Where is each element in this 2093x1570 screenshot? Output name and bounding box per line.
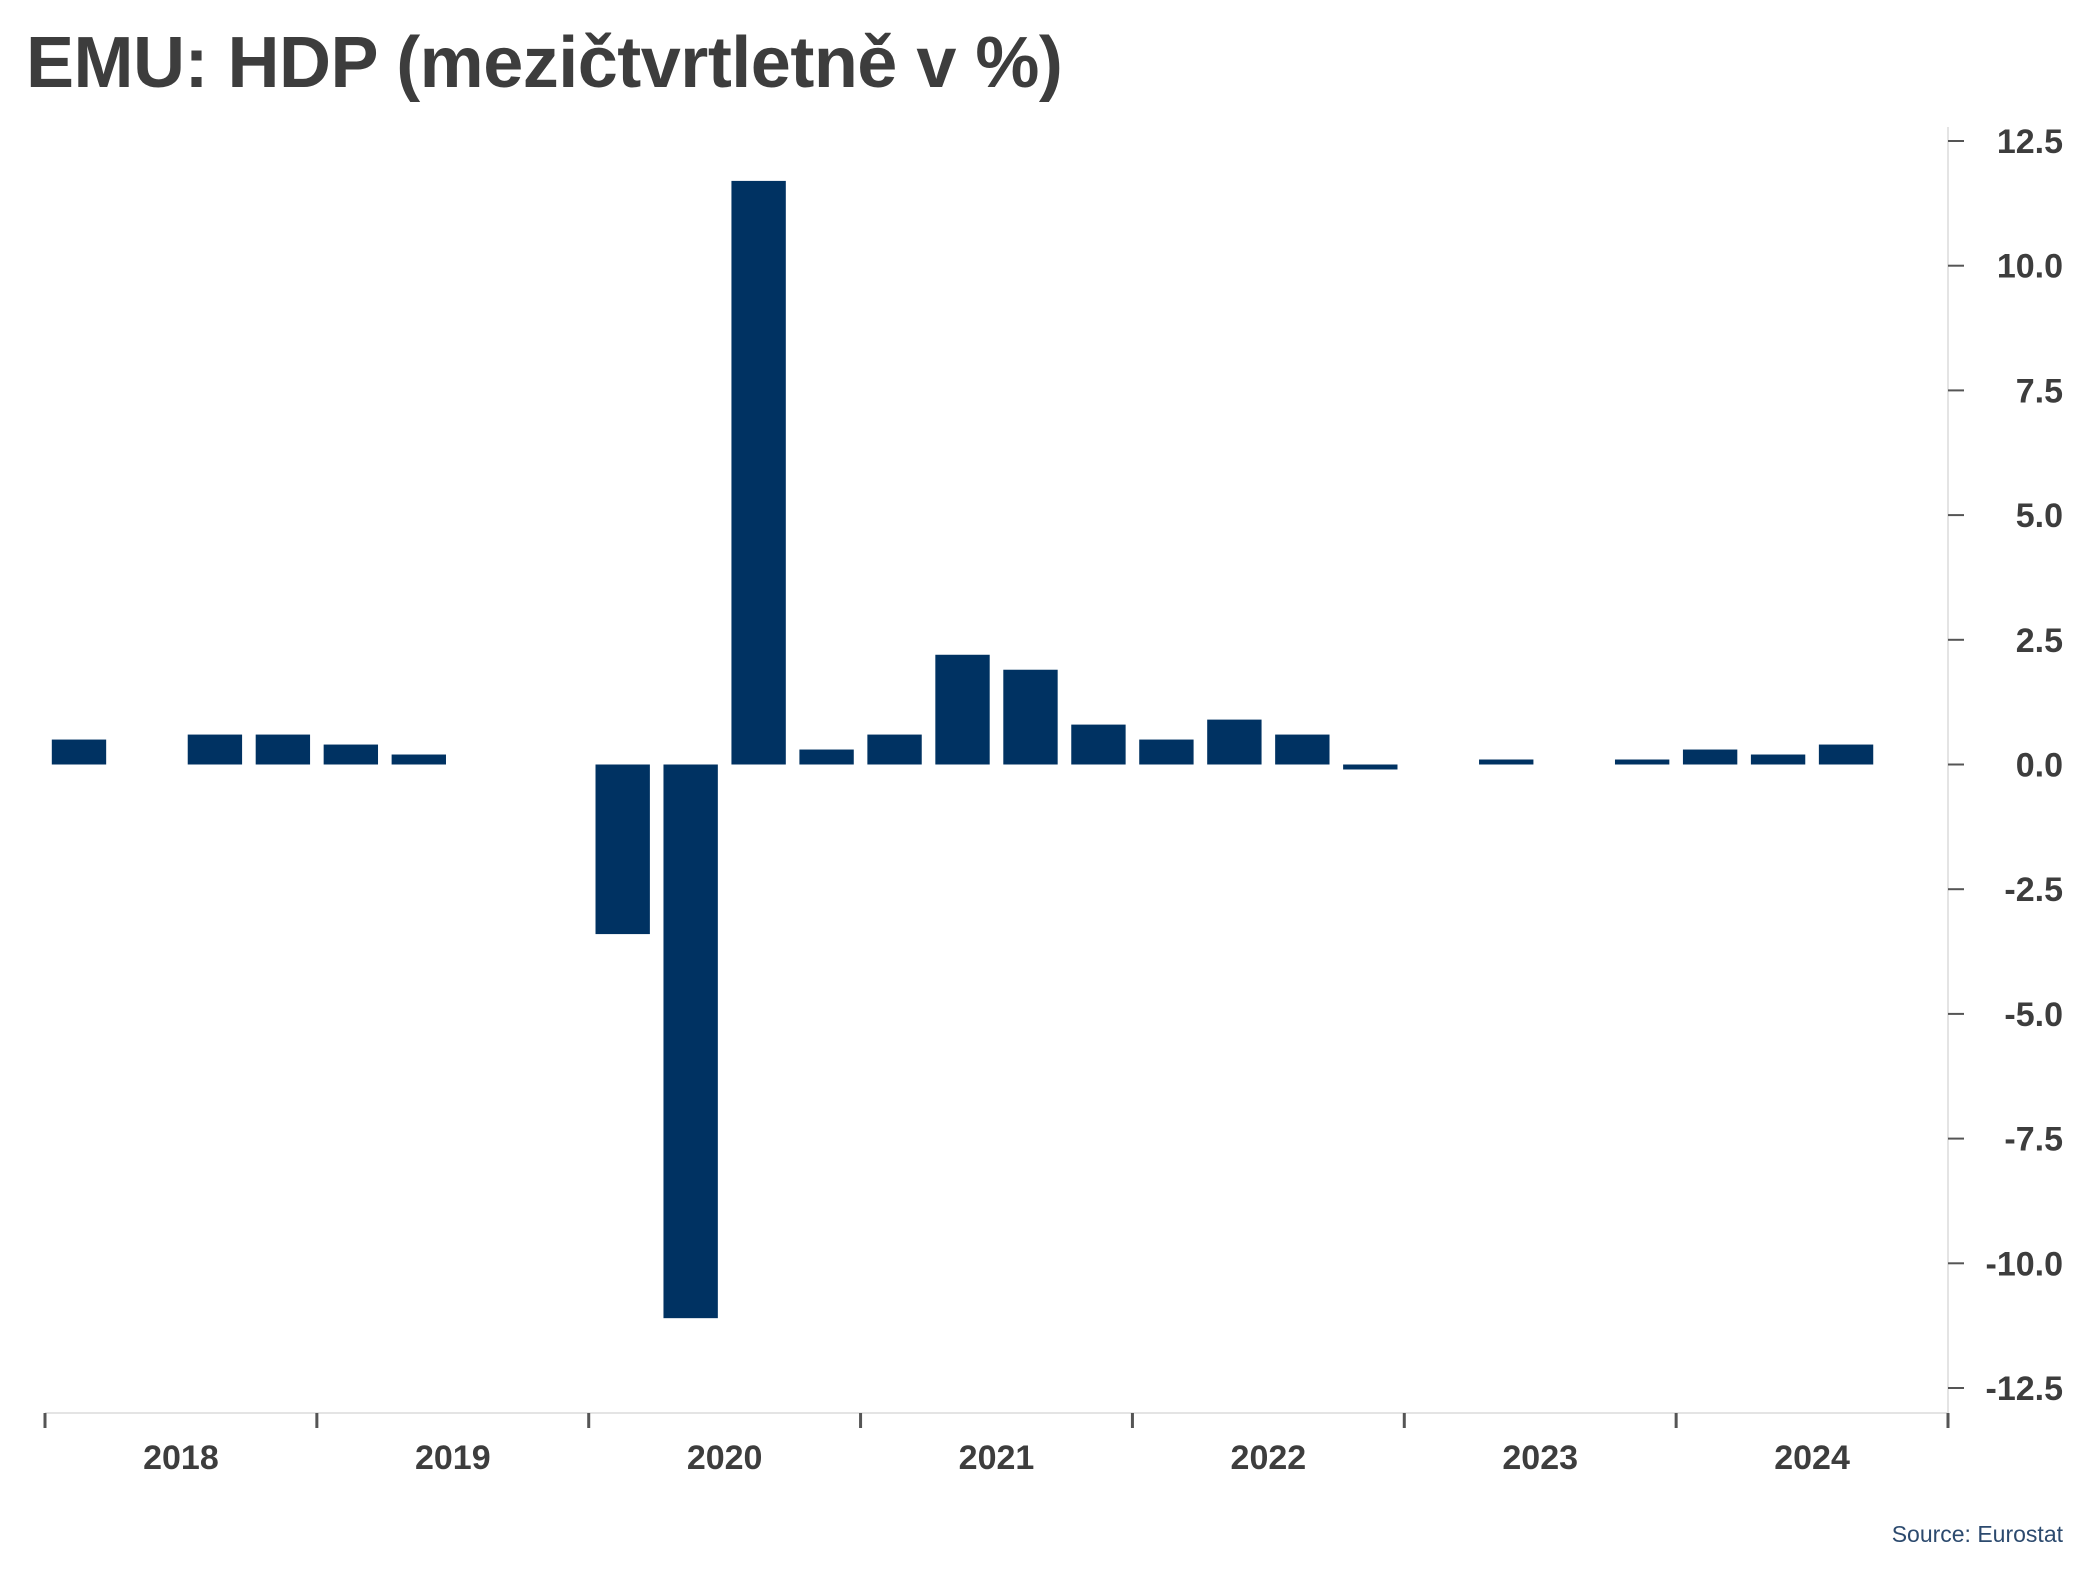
bar-2022-q1: [1139, 739, 1194, 765]
y-tick-label: 5.0: [2016, 497, 2063, 535]
x-tick-label-2020: 2020: [687, 1439, 763, 1477]
x-axis: 2018 2019 2020 2021 2022 2023 2024: [43, 1412, 1950, 1477]
bar-2019-q1: [323, 744, 379, 765]
x-tick-label-2024: 2024: [1774, 1439, 1850, 1477]
bar-2024-q1: [1682, 749, 1738, 765]
bar-2020-q1: [595, 764, 650, 935]
x-tick-label-2021: 2021: [959, 1439, 1035, 1477]
bar-2022-q3: [1275, 734, 1330, 765]
bar-2023-q2: [1479, 759, 1534, 765]
bar-2022-q2: [1207, 719, 1262, 765]
y-axis: 12.5 10.0 7.5 5.0 2.5 0.0 -2.5 -5.0 -7.5 -10.0 -12…: [1947, 123, 2064, 1413]
bar-2023-q4: [1614, 759, 1670, 765]
bar-2024-q3: [1818, 744, 1874, 765]
x-tick-label-2023: 2023: [1502, 1439, 1578, 1477]
y-tick-label: 0.0: [2016, 747, 2063, 785]
x-tick-label-2019: 2019: [415, 1439, 491, 1477]
bar-2018-q1: [51, 739, 107, 765]
y-tick-label: -2.5: [2004, 871, 2063, 909]
y-tick-label: -7.5: [2004, 1121, 2063, 1159]
bar-2020-q3: [731, 180, 786, 765]
y-tick-label: -5.0: [2004, 996, 2063, 1034]
bar-2020-q4: [799, 749, 854, 765]
y-tick-label: 10.0: [1997, 248, 2063, 286]
bar-2018-q3: [187, 734, 243, 765]
bar-2022-q4: [1343, 764, 1398, 770]
y-tick-label: 7.5: [2016, 372, 2063, 410]
chart-title: EMU: HDP (mezičtvrtletně v %): [26, 23, 1063, 103]
bar-2020-q2: [663, 764, 718, 1319]
bar-2021-q2: [935, 654, 990, 765]
x-tick-label-2018: 2018: [143, 1439, 219, 1477]
bar-2024-q2: [1750, 754, 1806, 765]
y-tick-label: 2.5: [2016, 622, 2063, 660]
bar-2021-q3: [1003, 669, 1058, 765]
bar-2018-q4: [255, 734, 311, 765]
source-note: Source: Eurostat: [1891, 1521, 2063, 1547]
bar-2021-q4: [1071, 724, 1126, 765]
y-tick-label: -10.0: [1986, 1245, 2064, 1283]
x-tick-label-2022: 2022: [1231, 1439, 1307, 1477]
bar-2019-q2: [391, 754, 446, 765]
bar-2021-q1: [867, 734, 922, 765]
y-tick-label: 12.5: [1997, 123, 2063, 161]
y-tick-label: -12.5: [1986, 1370, 2064, 1408]
bars-group: [51, 180, 1874, 1319]
